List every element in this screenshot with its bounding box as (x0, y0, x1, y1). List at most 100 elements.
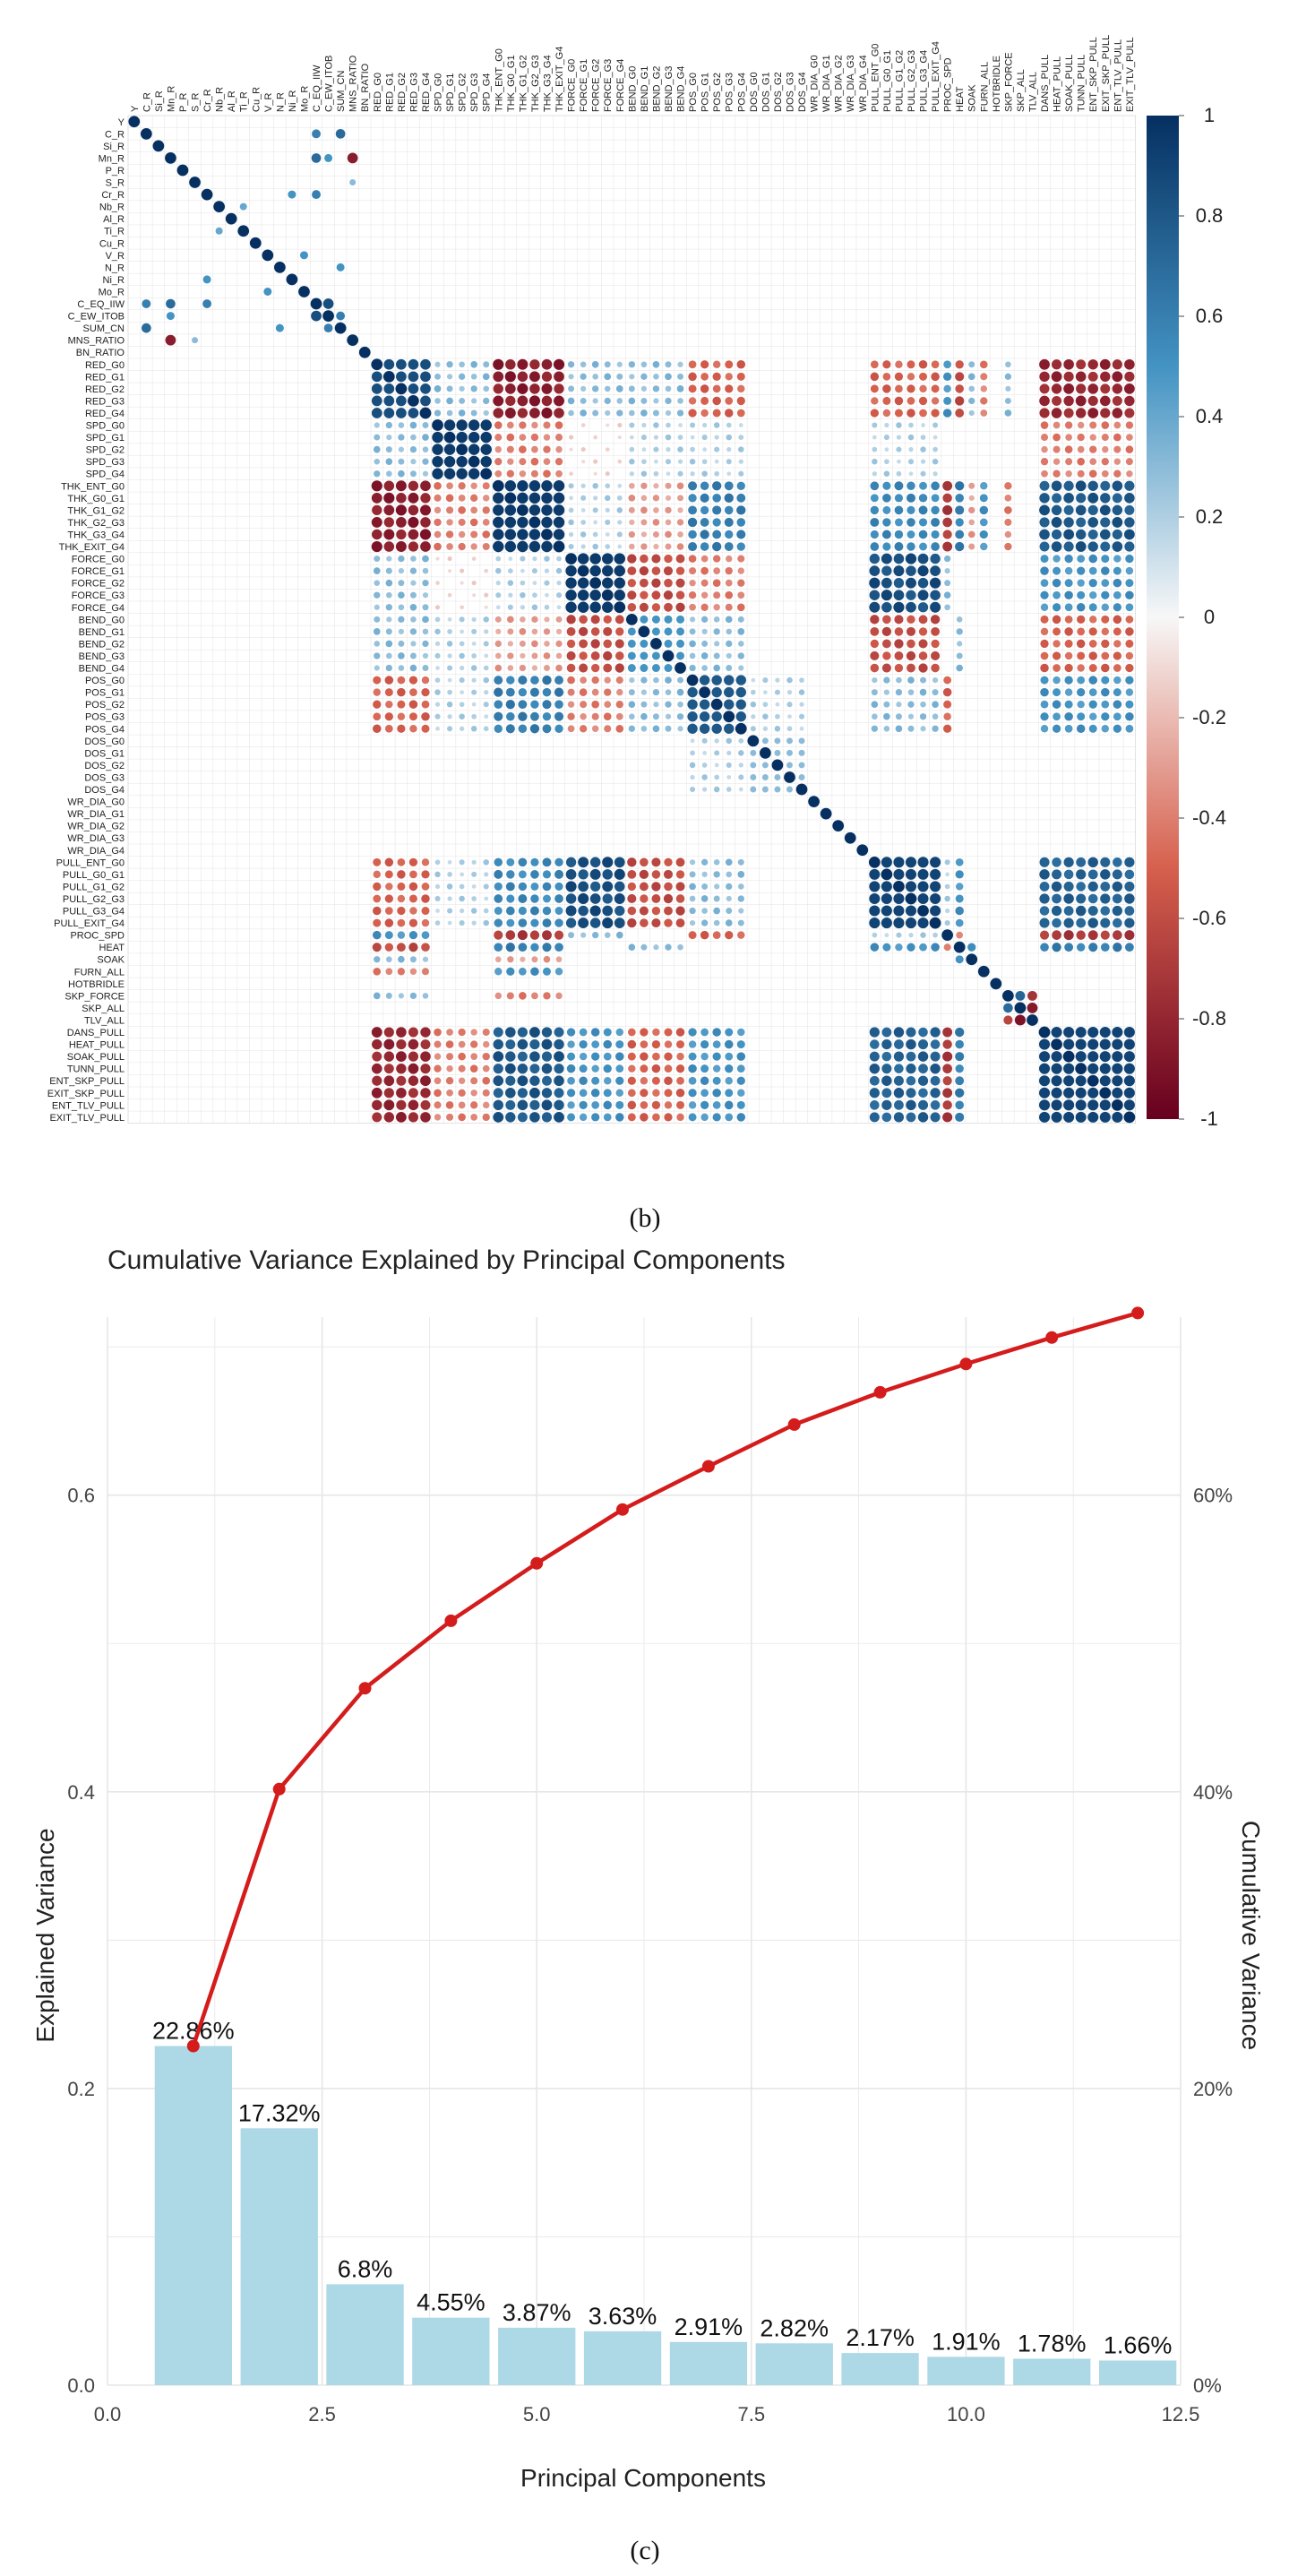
heatmap-cell (943, 712, 951, 720)
heatmap-cell (688, 1101, 697, 1109)
heatmap-cell (724, 723, 735, 734)
heatmap-cell (456, 468, 468, 479)
heatmap-cell (554, 711, 564, 721)
heatmap-cell (529, 687, 539, 697)
heatmap-cell (1124, 504, 1135, 515)
heatmap-cell (943, 396, 952, 405)
heatmap-cell (751, 714, 756, 719)
heatmap-cell (528, 504, 541, 516)
column-label: RED_G2 (397, 73, 408, 112)
x-tick-label: 0.0 (94, 2403, 122, 2425)
heatmap-cell (676, 688, 684, 696)
heatmap-cell (700, 579, 709, 587)
heatmap-cell (1063, 480, 1074, 491)
heatmap-cell (494, 458, 503, 466)
heatmap-cell (494, 918, 503, 927)
heatmap-cell (1077, 445, 1085, 453)
heatmap-cell (931, 530, 940, 539)
heatmap-cell (152, 140, 165, 152)
row-label: HEAT_PULL (69, 1040, 125, 1051)
heatmap-cell (372, 504, 382, 516)
heatmap-cell (955, 1027, 965, 1038)
heatmap-cell (1123, 1026, 1135, 1038)
heatmap-cell (1113, 651, 1121, 660)
heatmap-cell (409, 421, 417, 429)
heatmap-cell (460, 581, 464, 585)
heatmap-cell (374, 434, 381, 441)
colorbar-tick-label: -0.6 (1192, 907, 1226, 929)
heatmap-cell (517, 492, 528, 504)
heatmap-cell (434, 398, 441, 404)
heatmap-cell (580, 385, 587, 392)
heatmap-cell (1112, 529, 1122, 540)
heatmap-cell (1101, 603, 1109, 611)
heatmap-cell (541, 516, 553, 529)
heatmap-cell (944, 920, 950, 926)
heatmap-cell (483, 495, 490, 502)
heatmap-cell (519, 470, 527, 478)
heatmap-cell (956, 652, 963, 659)
heatmap-cell (907, 481, 915, 490)
heatmap-cell (591, 1113, 600, 1122)
heatmap-cell (458, 506, 466, 514)
heatmap-cell (421, 894, 430, 903)
heatmap-cell (931, 505, 940, 515)
heatmap-cell (374, 641, 381, 647)
heatmap-cell (665, 434, 672, 441)
heatmap-cell (663, 590, 674, 600)
heatmap-cell (787, 714, 792, 719)
heatmap-cell (725, 397, 734, 405)
heatmap-cell (506, 870, 515, 879)
row-label: RED_G4 (85, 409, 125, 419)
heatmap-cell (1053, 676, 1061, 685)
heatmap-cell (554, 968, 563, 976)
heatmap-cell (737, 591, 745, 599)
heatmap-cell (493, 358, 504, 370)
heatmap-cell (713, 907, 720, 915)
heatmap-cell (1052, 493, 1062, 504)
heatmap-cell (955, 481, 965, 491)
heatmap-cell (665, 409, 672, 417)
heatmap-cell (893, 1075, 904, 1086)
heatmap-cell (459, 385, 465, 392)
heatmap-cell (459, 397, 466, 404)
heatmap-cell (580, 483, 586, 488)
heatmap-cell (932, 458, 939, 465)
heatmap-cell (931, 481, 940, 491)
row-label: DANS_PULL (67, 1028, 125, 1038)
heatmap-cell (422, 434, 429, 441)
row-labels: YC_RSi_RMn_RP_RS_RCr_RNb_RAl_RTi_RCu_RV_… (47, 117, 125, 1124)
heatmap-cell (580, 447, 586, 452)
bar-value-label: 6.8% (338, 2255, 393, 2282)
heatmap-cell (711, 675, 722, 685)
heatmap-cell (1113, 433, 1121, 442)
heatmap-cell (1101, 687, 1110, 697)
heatmap-cell (690, 422, 696, 428)
heatmap-cell (468, 419, 480, 431)
heatmap-cell (580, 544, 586, 549)
heatmap-cell (1064, 700, 1073, 709)
heatmap-cell (1064, 711, 1073, 721)
heatmap-cell (409, 870, 417, 879)
heatmap-cell (480, 431, 492, 444)
heatmap-cell (373, 894, 382, 903)
heatmap-cell (531, 956, 538, 963)
heatmap-cell (1124, 906, 1135, 916)
heatmap-cell (579, 688, 588, 696)
heatmap-cell (931, 542, 940, 551)
heatmap-cell (592, 543, 598, 550)
heatmap-cell (422, 470, 429, 477)
colorbar: 10.80.60.40.20-0.2-0.4-0.6-0.8-1 (1147, 104, 1226, 1130)
heatmap-cell (447, 556, 452, 562)
heatmap-cell (470, 494, 478, 502)
heatmap-cell (786, 726, 793, 732)
heatmap-cell (616, 495, 623, 501)
heatmap-cell (480, 468, 493, 480)
heatmap-cell (504, 540, 517, 553)
heatmap-cell (581, 460, 586, 464)
heatmap-cell (798, 773, 805, 780)
heatmap-cell (458, 373, 466, 380)
heatmap-cell (675, 894, 685, 903)
heatmap-cell (906, 626, 916, 636)
heatmap-cell (629, 409, 635, 417)
